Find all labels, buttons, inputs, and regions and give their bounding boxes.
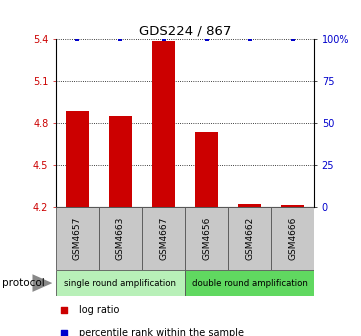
Point: [247, 36, 252, 41]
Text: GSM4663: GSM4663: [116, 217, 125, 260]
Bar: [109, 116, 132, 207]
Bar: [66, 112, 89, 207]
Point: [75, 36, 81, 41]
Bar: [152, 41, 175, 207]
Bar: [99, 207, 142, 270]
Bar: [56, 270, 185, 296]
Point: [161, 36, 166, 41]
Bar: [228, 207, 271, 270]
Point: [118, 36, 123, 41]
Text: GSM4667: GSM4667: [159, 217, 168, 260]
Title: GDS224 / 867: GDS224 / 867: [139, 25, 231, 38]
Text: percentile rank within the sample: percentile rank within the sample: [79, 328, 244, 336]
Text: GSM4657: GSM4657: [73, 217, 82, 260]
Bar: [271, 207, 314, 270]
Point: [290, 36, 295, 41]
Text: GSM4666: GSM4666: [288, 217, 297, 260]
Point: [204, 36, 209, 41]
Point: [61, 330, 66, 335]
Bar: [185, 207, 228, 270]
Text: single round amplification: single round amplification: [65, 279, 177, 288]
Text: log ratio: log ratio: [79, 305, 119, 315]
Polygon shape: [32, 274, 52, 292]
Text: GSM4656: GSM4656: [202, 217, 211, 260]
Bar: [142, 207, 185, 270]
Bar: [281, 205, 304, 207]
Text: double round amplification: double round amplification: [192, 279, 308, 288]
Bar: [185, 270, 314, 296]
Bar: [238, 204, 261, 207]
Text: protocol: protocol: [2, 278, 44, 288]
Point: [61, 307, 66, 312]
Text: GSM4662: GSM4662: [245, 217, 254, 260]
Bar: [56, 207, 99, 270]
Bar: [195, 132, 218, 207]
